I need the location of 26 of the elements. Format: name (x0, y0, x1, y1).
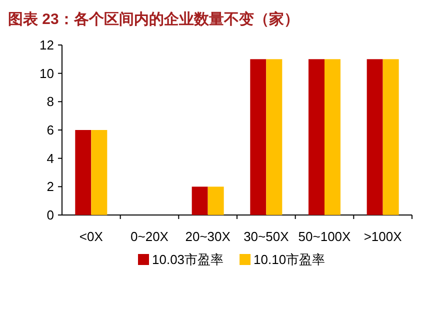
y-tick-label: 2 (46, 179, 54, 194)
bar (192, 186, 208, 215)
y-tick-label: 10 (40, 66, 54, 81)
bar (208, 186, 224, 215)
legend-label: 10.03市盈率 (152, 252, 224, 267)
bar (382, 59, 399, 215)
x-tick-label: >100X (364, 229, 402, 244)
chart-title: 图表 23：各个区间内的企业数量不变（家） (8, 10, 299, 28)
y-tick-label: 12 (40, 38, 54, 52)
bar (250, 59, 266, 215)
y-tick-label: 0 (46, 208, 54, 222)
x-tick-label: 50~100X (298, 229, 352, 244)
y-tick-label: 6 (46, 122, 54, 138)
bar (75, 130, 92, 215)
y-tick-label: 8 (46, 94, 54, 110)
x-tick-label: 20~30X (185, 229, 231, 244)
bar (266, 59, 282, 215)
bar (366, 59, 383, 215)
bar (324, 59, 340, 215)
legend-label: 10.10市盈率 (254, 252, 326, 267)
x-tick-label: <0X (79, 229, 104, 244)
bar (308, 59, 324, 215)
bar (91, 130, 108, 215)
x-tick-label: 0~20X (130, 229, 169, 244)
y-tick-label: 4 (46, 150, 54, 166)
x-tick-label: 30~50X (244, 229, 290, 244)
